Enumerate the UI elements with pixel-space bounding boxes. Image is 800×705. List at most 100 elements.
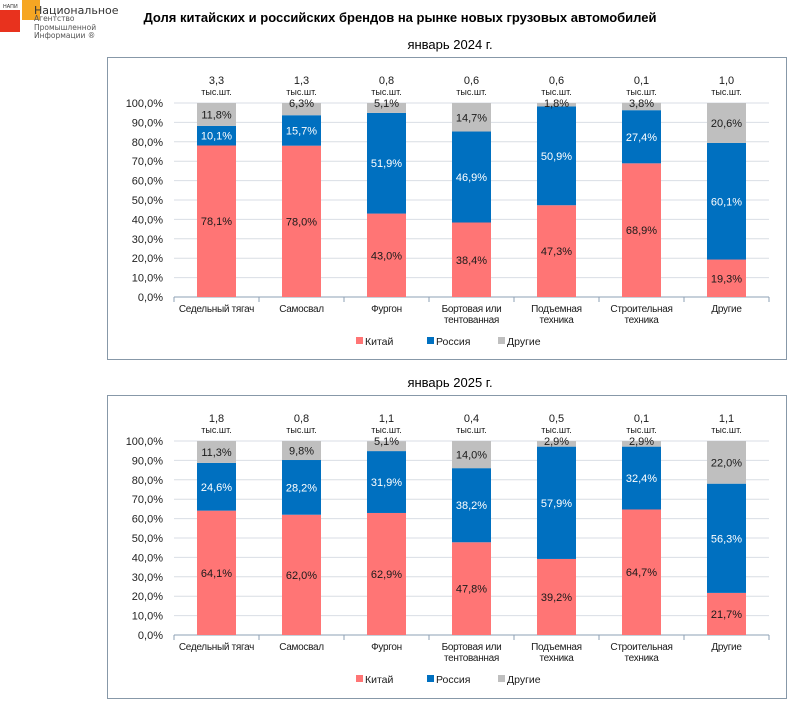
bar-segment-china [707, 259, 746, 297]
data-label-china: 21,7% [711, 609, 742, 621]
x-category-label: Другие [711, 304, 742, 315]
data-label-china: 78,0% [286, 216, 317, 228]
y-tick-label: 80,0% [132, 475, 163, 487]
x-category-label: техника [540, 653, 575, 664]
bar-segment-russia [707, 142, 746, 260]
y-tick-label: 40,0% [132, 552, 163, 564]
data-label-other: 14,0% [456, 450, 487, 462]
data-label-china: 64,1% [201, 568, 232, 580]
data-label-other: 11,3% [201, 447, 232, 459]
bar-segment-russia [622, 110, 661, 164]
data-label-russia: 24,6% [201, 482, 232, 494]
logo-line-3: Промышленной [34, 22, 97, 32]
bar-segment-russia [197, 462, 236, 511]
bar-segment-other [537, 103, 576, 107]
bar-segment-china [367, 512, 406, 635]
chart-2-frame: 0,0% 10,0% 20,0% 30,0% 40,0% 50,0% 60,0% 70,0% 8… [107, 395, 787, 699]
total-unit-label: тыс.шт. [286, 425, 316, 435]
bar-segment-russia [367, 451, 406, 513]
x-category-label: тентованная [444, 653, 499, 664]
data-label-china: 47,8% [456, 584, 487, 596]
data-label-russia: 27,4% [626, 132, 657, 144]
bar-segment-russia [537, 106, 576, 206]
y-tick-label: 50,0% [132, 195, 163, 207]
legend-label-other: Другие [507, 336, 541, 348]
bar-segment-other [452, 441, 491, 469]
bar-segment-russia [622, 446, 661, 510]
bar-segment-other [707, 441, 746, 484]
data-label-russia: 57,9% [541, 498, 572, 510]
total-value-label: 3,3 [209, 75, 224, 87]
y-tick-label: 10,0% [132, 611, 163, 623]
bar-segment-other [452, 103, 491, 132]
total-value-label: 1,0 [719, 75, 734, 87]
bar-segment-china [197, 145, 236, 297]
data-label-other: 3,8% [629, 98, 654, 110]
total-unit-label: тыс.шт. [286, 87, 316, 97]
data-label-other: 22,0% [711, 457, 742, 469]
x-category-label: техника [540, 315, 575, 326]
total-unit-label: тыс.шт. [626, 425, 656, 435]
bar-segment-russia [452, 468, 491, 543]
bar-segment-other [367, 441, 406, 452]
legend-swatch-other [498, 337, 505, 344]
total-value-label: 0,8 [294, 413, 309, 425]
x-category-label: тентованная [444, 315, 499, 326]
bar-segment-other [197, 103, 236, 126]
bar-segment-china [452, 542, 491, 635]
total-value-label: 0,6 [549, 75, 564, 87]
legend-label-russia: Россия [436, 674, 470, 686]
y-tick-label: 80,0% [132, 137, 163, 149]
total-value-label: 1,3 [294, 75, 309, 87]
y-tick-label: 0,0% [138, 292, 163, 304]
data-label-china: 62,9% [371, 569, 402, 581]
bar-segment-china [537, 558, 576, 635]
data-label-other: 20,6% [711, 118, 742, 130]
data-label-china: 38,4% [456, 255, 487, 267]
total-value-label: 1,8 [209, 413, 224, 425]
data-label-other: 1,8% [544, 98, 569, 110]
legend-label-other: Другие [507, 674, 541, 686]
data-label-china: 39,2% [541, 592, 572, 604]
bar-segment-china [707, 592, 746, 635]
y-tick-label: 90,0% [132, 117, 163, 129]
x-category-label: техника [625, 653, 660, 664]
y-tick-label: 20,0% [132, 591, 163, 603]
bar-segment-china [282, 145, 321, 297]
data-label-china: 19,3% [711, 273, 742, 285]
y-tick-label: 90,0% [132, 455, 163, 467]
x-category-label: Бортовая или [442, 642, 502, 653]
total-value-label: 0,6 [464, 75, 479, 87]
total-value-label: 0,5 [549, 413, 564, 425]
data-label-other: 9,8% [289, 446, 314, 458]
x-category-label: Самосвал [279, 642, 324, 653]
x-category-label: Фургон [371, 642, 402, 653]
data-label-china: 64,7% [626, 567, 657, 579]
total-value-label: 0,1 [634, 75, 649, 87]
total-unit-label: тыс.шт. [371, 425, 401, 435]
data-label-russia: 50,9% [541, 151, 572, 163]
legend-swatch-russia [427, 337, 434, 344]
bar-segment-other [282, 441, 321, 461]
x-category-label: Строительная [610, 304, 672, 315]
legend-swatch-russia [427, 675, 434, 682]
legend-label-russia: Россия [436, 336, 470, 348]
bar-segment-russia [367, 112, 406, 214]
bar-segment-other [537, 441, 576, 447]
bar-segment-other [707, 103, 746, 143]
data-label-russia: 51,9% [371, 158, 402, 170]
bar-segment-russia [282, 115, 321, 146]
data-label-other: 2,9% [544, 436, 569, 448]
total-value-label: 0,8 [379, 75, 394, 87]
chart-2025: 0,0% 10,0% 20,0% 30,0% 40,0% 50,0% 60,0% 70,0% 8… [126, 413, 770, 686]
bar-segment-china [622, 163, 661, 297]
x-category-label: Подъемная [531, 642, 582, 653]
bar-segment-china [282, 514, 321, 635]
bar-segment-russia [282, 460, 321, 515]
y-tick-label: 30,0% [132, 572, 163, 584]
data-label-china: 43,0% [371, 250, 402, 262]
bar-segment-other [282, 103, 321, 116]
y-tick-label: 100,0% [126, 98, 164, 110]
legend-swatch-china [356, 337, 363, 344]
y-tick-label: 70,0% [132, 156, 163, 168]
